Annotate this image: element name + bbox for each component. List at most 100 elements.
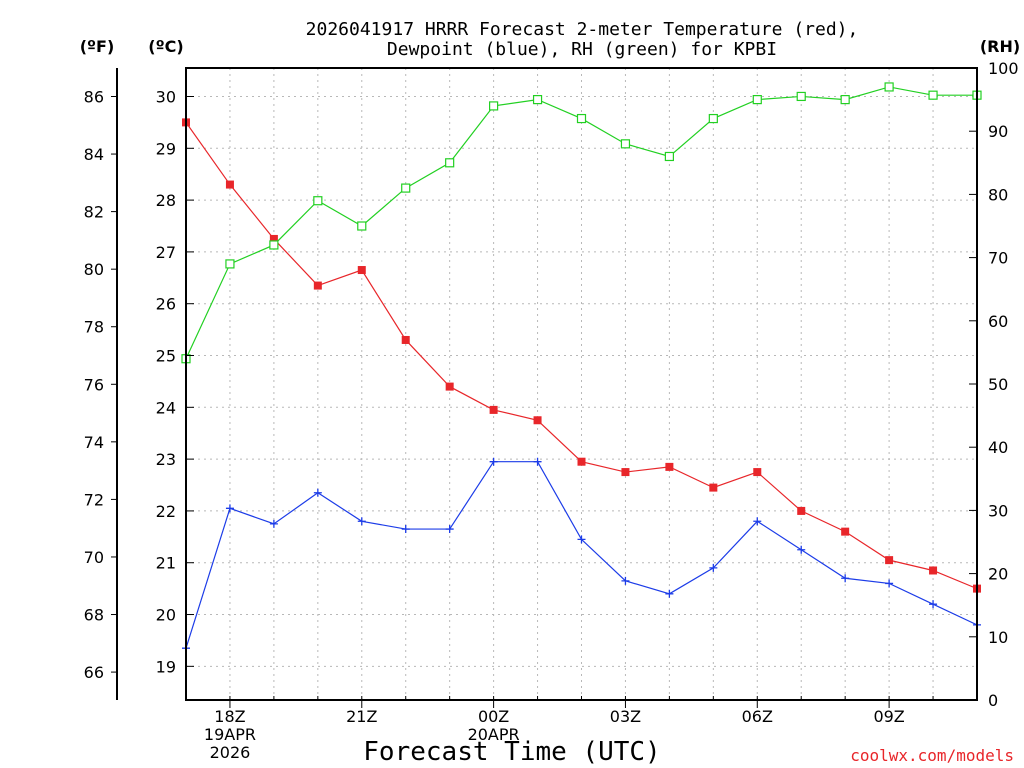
fahrenheit-tick-label: 72: [84, 490, 104, 509]
x-tick-label: 06Z: [742, 707, 773, 726]
rh-point: [884, 82, 894, 92]
celsius-tick-label: 28: [156, 191, 176, 210]
rh-point: [532, 94, 543, 105]
temperature-point: [533, 416, 542, 425]
rh-tick-label: 10: [988, 628, 1008, 647]
temperature-point: [797, 506, 806, 515]
dewpoint-point: [929, 600, 938, 609]
rh-point: [313, 196, 323, 206]
rh-point: [445, 158, 455, 168]
chart-title-line-2: Dewpoint (blue), RH (green) for KPBI: [387, 39, 777, 60]
x-tick-label: 20APR: [468, 725, 520, 744]
chart-title-line-1: 2026041917 HRRR Forecast 2-meter Tempera…: [306, 19, 859, 40]
celsius-tick-label: 23: [156, 450, 176, 469]
dewpoint-point: [709, 563, 718, 572]
dewpoint-point: [533, 457, 542, 466]
temperature-point: [269, 234, 278, 243]
rh-point: [840, 94, 850, 105]
x-tick-label: 21Z: [346, 707, 377, 726]
fahrenheit-tick-label: 86: [84, 87, 104, 106]
dewpoint-point: [269, 519, 278, 528]
temperature-point: [401, 335, 410, 344]
fahrenheit-tick-label: 70: [84, 548, 104, 567]
fahrenheit-tick-label: 68: [84, 606, 104, 625]
axis-ticks: 19 20 21 22 23 24 25 26 27 28 29 30 66 68 70 72 74 76 78 80…: [84, 59, 1019, 762]
dewpoint-point: [357, 517, 366, 526]
x-tick-label: 18Z: [214, 707, 245, 726]
x-axis-title: Forecast Time (UTC): [363, 737, 660, 767]
celsius-tick-label: 25: [156, 347, 176, 366]
rh-line: [185, 86, 977, 359]
rh-point: [620, 139, 631, 149]
rh-point: [928, 90, 938, 100]
dewpoint-point: [489, 457, 498, 466]
celsius-tick-label: 21: [156, 554, 176, 573]
temperature-point: [577, 457, 586, 466]
celsius-tick-label: 20: [156, 606, 176, 625]
x-tick-label: 03Z: [610, 707, 641, 726]
fahrenheit-tick-label: 82: [84, 203, 104, 222]
fahrenheit-tick-label: 78: [84, 318, 104, 337]
rh-point: [225, 259, 235, 269]
rh-tick-label: 0: [988, 691, 998, 710]
celsius-tick-label: 24: [156, 398, 176, 417]
rh-unit-label: (RH): [980, 37, 1020, 56]
rh-tick-label: 60: [988, 312, 1008, 331]
rh-tick-label: 50: [988, 375, 1008, 394]
rh-point: [708, 113, 718, 124]
temperature-point: [445, 382, 454, 391]
dewpoint-point: [225, 504, 234, 513]
temperature-point: [225, 180, 234, 189]
rh-tick-label: 30: [988, 501, 1008, 520]
rh-point: [357, 221, 367, 231]
rh-point: [269, 240, 279, 250]
fahrenheit-tick-label: 84: [84, 145, 104, 164]
dewpoint-point: [313, 488, 322, 497]
dewpoint-point: [797, 545, 806, 554]
credit-text: coolwx.com/models: [850, 746, 1014, 765]
fahrenheit-tick-label: 80: [84, 260, 104, 279]
rh-point: [752, 94, 762, 105]
celsius-unit-label: (ºC): [148, 37, 183, 56]
dewpoint-point: [621, 576, 630, 585]
temperature-point: [841, 527, 850, 536]
rh-point: [401, 183, 411, 193]
temperature-point: [357, 266, 366, 275]
fahrenheit-tick-label: 66: [84, 663, 104, 682]
dewpoint-point: [753, 517, 762, 526]
temperature-point: [709, 483, 718, 492]
series-layer: [181, 82, 982, 653]
fahrenheit-unit-label: (ºF): [80, 37, 115, 56]
celsius-tick-label: 22: [156, 502, 176, 521]
temperature-point: [753, 468, 762, 477]
x-tick-label: 09Z: [873, 707, 904, 726]
rh-tick-label: 100: [988, 59, 1019, 78]
dewpoint-point: [665, 589, 674, 598]
celsius-tick-label: 29: [156, 139, 176, 158]
x-tick-label: 00Z: [478, 707, 509, 726]
dewpoint-point: [885, 579, 894, 588]
celsius-tick-label: 27: [156, 243, 176, 262]
dewpoint-point: [577, 535, 586, 544]
temperature-point: [929, 566, 938, 575]
rh-point: [576, 113, 587, 124]
dewpoint-point: [445, 525, 454, 534]
celsius-tick-label: 30: [156, 87, 176, 106]
x-tick-label: 19APR: [204, 725, 256, 744]
rh-tick-label: 70: [988, 249, 1008, 268]
rh-tick-label: 80: [988, 185, 1008, 204]
temperature-point: [313, 281, 322, 290]
fahrenheit-tick-label: 74: [84, 433, 104, 452]
celsius-tick-label: 26: [156, 295, 176, 314]
rh-point: [664, 151, 674, 162]
temperature-point: [621, 468, 630, 477]
x-tick-label: 2026: [210, 743, 251, 762]
fahrenheit-tick-label: 76: [84, 375, 104, 394]
temperature-point: [885, 556, 894, 565]
rh-point: [796, 91, 806, 102]
rh-tick-label: 20: [988, 565, 1008, 584]
rh-tick-label: 90: [988, 122, 1008, 141]
temperature-point: [489, 405, 498, 414]
rh-tick-label: 40: [988, 438, 1008, 457]
plot-frame: [185, 67, 978, 701]
